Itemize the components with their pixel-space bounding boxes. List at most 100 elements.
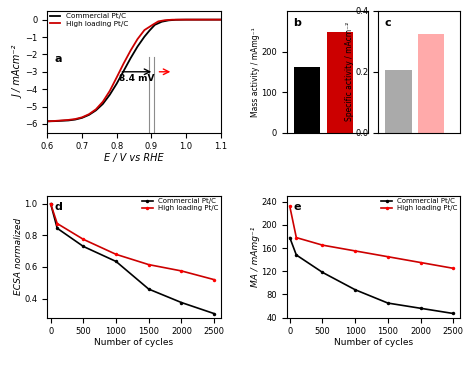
Text: d: d [55,202,62,212]
High loading Pt/C [52,119,57,123]
High loading Pt/C [114,75,119,80]
High loading Pt/C [142,28,147,32]
Commercial Pt/C [121,69,127,73]
Commercial Pt/C [352,288,358,292]
High loading Pt/C [128,49,133,53]
High loading Pt/C [287,204,292,208]
High loading Pt/C [48,201,54,206]
Commercial Pt/C [152,23,158,27]
High loading Pt/C [418,260,423,265]
Legend: Commercial Pt/C, High loading Pt/C: Commercial Pt/C, High loading Pt/C [142,198,219,211]
Line: Commercial Pt/C: Commercial Pt/C [47,20,221,121]
High loading Pt/C [72,117,78,121]
Commercial Pt/C [166,18,172,23]
Commercial Pt/C [107,93,113,97]
Text: e: e [293,202,301,212]
Commercial Pt/C [146,287,152,291]
High loading Pt/C [319,243,325,247]
High loading Pt/C [176,18,182,22]
Commercial Pt/C [135,45,140,49]
Commercial Pt/C [319,270,325,274]
High loading Pt/C [169,18,175,22]
Commercial Pt/C [450,311,456,316]
Commercial Pt/C [173,18,179,22]
Commercial Pt/C [72,118,78,122]
Y-axis label: J / mAcm⁻²: J / mAcm⁻² [14,46,24,98]
Commercial Pt/C [48,201,54,206]
Commercial Pt/C [128,56,133,61]
High loading Pt/C [93,107,99,112]
High loading Pt/C [293,235,299,240]
High loading Pt/C [121,61,127,66]
Commercial Pt/C [100,102,106,106]
High loading Pt/C [113,252,119,257]
Commercial Pt/C [55,226,60,230]
Text: c: c [384,18,391,27]
X-axis label: Number of cycles: Number of cycles [334,338,413,347]
Commercial Pt/C [58,119,64,123]
High loading Pt/C [107,89,113,93]
Commercial Pt/C [183,18,189,22]
Legend: Commercial Pt/C, High loading Pt/C: Commercial Pt/C, High loading Pt/C [50,13,128,27]
Commercial Pt/C [211,311,217,316]
Commercial Pt/C [52,119,57,123]
Y-axis label: MA / mAmg⁻¹: MA / mAmg⁻¹ [251,227,260,287]
High loading Pt/C [45,119,50,123]
High loading Pt/C [58,118,64,123]
Commercial Pt/C [93,108,99,112]
Text: a: a [55,54,62,64]
Commercial Pt/C [293,253,299,257]
Commercial Pt/C [79,116,85,120]
X-axis label: E / V vs RHE: E / V vs RHE [104,153,164,163]
High loading Pt/C [79,115,85,119]
High loading Pt/C [150,22,156,27]
Commercial Pt/C [113,259,119,264]
Commercial Pt/C [86,113,92,117]
Commercial Pt/C [218,18,224,22]
High loading Pt/C [65,118,71,122]
Y-axis label: Specific activity / mAcm⁻²: Specific activity / mAcm⁻² [345,22,354,122]
Bar [418,34,444,132]
Line: High loading Pt/C: High loading Pt/C [49,202,216,281]
Text: 8.4 mV: 8.4 mV [119,74,155,83]
Line: Commercial Pt/C: Commercial Pt/C [49,202,216,315]
Commercial Pt/C [418,306,423,311]
Line: Commercial Pt/C: Commercial Pt/C [288,236,455,315]
Y-axis label: ECSA normalized: ECSA normalized [14,218,23,295]
Commercial Pt/C [81,244,86,249]
High loading Pt/C [155,19,161,24]
Legend: Commercial Pt/C, High loading Pt/C: Commercial Pt/C, High loading Pt/C [382,198,458,211]
Bar [294,67,320,132]
Commercial Pt/C [201,18,206,22]
Bar [327,32,353,132]
Bar [385,70,411,132]
High loading Pt/C [179,269,184,273]
High loading Pt/C [146,262,152,267]
Commercial Pt/C [45,119,50,123]
High loading Pt/C [450,266,456,270]
X-axis label: Number of cycles: Number of cycles [94,338,173,347]
Commercial Pt/C [159,20,164,24]
Y-axis label: Mass activity / mAmg⁻¹: Mass activity / mAmg⁻¹ [251,27,260,116]
Commercial Pt/C [287,235,292,240]
High loading Pt/C [211,277,217,282]
Text: b: b [293,18,301,27]
High loading Pt/C [100,100,106,104]
Line: High loading Pt/C: High loading Pt/C [288,204,455,270]
High loading Pt/C [86,112,92,116]
Commercial Pt/C [385,301,391,305]
High loading Pt/C [218,18,224,22]
Line: High loading Pt/C: High loading Pt/C [47,20,221,121]
Commercial Pt/C [65,118,71,123]
Commercial Pt/C [142,34,147,39]
High loading Pt/C [135,37,140,41]
High loading Pt/C [81,237,86,242]
Commercial Pt/C [179,300,184,305]
High loading Pt/C [352,249,358,253]
Commercial Pt/C [114,81,119,86]
High loading Pt/C [163,18,168,22]
Commercial Pt/C [147,28,153,32]
High loading Pt/C [201,18,206,22]
High loading Pt/C [55,221,60,226]
High loading Pt/C [183,18,189,22]
